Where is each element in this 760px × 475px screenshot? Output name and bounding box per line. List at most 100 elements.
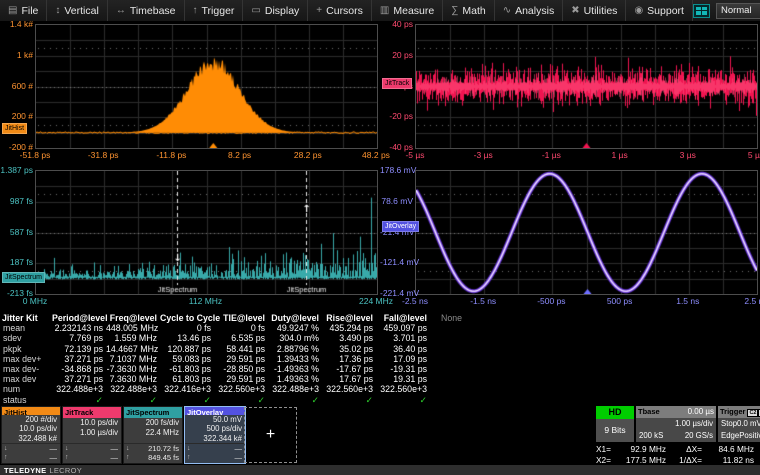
menu-item-trigger[interactable]: ↑ Trigger [185, 0, 244, 21]
cursor-up-value: ↑ — [2, 453, 60, 462]
measure-value: ✓ [149, 394, 157, 405]
measure-value: 3.490 ps [339, 333, 373, 344]
descriptor-line: 50.0 mV [212, 414, 242, 424]
jittrack-x-label: -3 µs [473, 150, 493, 160]
descriptor-jitspectrum[interactable]: JitSpectrum 200 fs/div 22.4 MHz ↓ 210.72 fs ↑… [123, 406, 183, 464]
jitspectrum-y-label: -213 fs [7, 288, 33, 298]
jithist-trace-badge[interactable]: JitHist [2, 123, 28, 135]
timebase-box[interactable]: Tbase 0.00 µs 1.00 µs/div 200 kS 20 GS/s [636, 406, 716, 442]
jithist-y-label: 200 # [11, 111, 33, 122]
measure-value: -1.49363 % [274, 364, 319, 375]
menu-item-measure[interactable]: ▥ Measure [372, 0, 444, 21]
jitspectrum-y-label: 1.387 ps [0, 165, 33, 175]
measure-value: 322.488e+3 [56, 384, 103, 395]
grid-mode-icon[interactable] [692, 3, 710, 18]
descriptor-line: 22.4 MHz [145, 427, 179, 437]
down-arrow-icon: ↓ [4, 445, 8, 452]
jithist-y-label: -200 # [8, 142, 33, 152]
measure-value: 17.67 ps [339, 374, 373, 385]
column-header: Duty@level [271, 313, 319, 323]
menu-item-timebase[interactable]: ↔ Timebase [108, 0, 185, 21]
file-menu-icon: ▤ [8, 5, 18, 16]
jithist-waveform[interactable] [35, 24, 378, 149]
plot-jithist: 1.4 k# 1 k# 600 # 200 # -200 # -51.8 ps -31.8 … [0, 19, 390, 168]
timebase-rate: 20 GS/s [684, 430, 713, 440]
menu-item-file[interactable]: ▤ File [0, 0, 48, 21]
analysis-menu-icon: ∿ [502, 5, 512, 16]
descriptor-cursors: ↓ — ↑ — [63, 443, 121, 463]
measure-value: 322.488e+3 [110, 384, 157, 395]
measure-value: 448.005 MHz [106, 323, 159, 334]
menu-item-label: Utilities [583, 4, 618, 17]
jitspectrum-trace-badge[interactable]: JitSpectrum [2, 271, 45, 283]
column-header: Fall@level [383, 313, 427, 323]
menu-item-analysis[interactable]: ∿ Analysis [495, 0, 564, 21]
trigger-info-row: Stop 0.0 mV [718, 418, 760, 430]
measure-value: ✓ [365, 394, 373, 405]
trigger-row-left: Stop [721, 419, 738, 428]
menu-item-cursors[interactable]: + Cursors [308, 0, 372, 21]
jittrack-waveform[interactable] [415, 24, 758, 149]
row-label-mean: mean [3, 323, 26, 334]
measure-value-empty [430, 395, 476, 405]
jitoverlay-waveform[interactable] [415, 170, 758, 295]
jitoverlay-x-label: -2.5 ns [402, 296, 428, 306]
display-mode-dropdown[interactable]: Normal [715, 2, 760, 19]
measure-value: 322.560e+3 [380, 384, 427, 395]
jitspectrum-y-label: 187 fs [9, 257, 33, 268]
jitspectrum-y-label: 987 fs [9, 195, 33, 206]
descriptor-line: 200 fs/div [145, 418, 179, 427]
menu-item-support[interactable]: ◉ Support [626, 0, 693, 21]
jittrack-trace-badge[interactable]: JitTrack [382, 77, 413, 89]
column-header: Period@level [52, 313, 108, 323]
acquisition-hd-box[interactable]: HD 9 Bits [596, 406, 634, 442]
jittrack-x-label: 5 µs [747, 150, 760, 160]
measure-value: 19.31 ps [393, 374, 427, 385]
measure-value: 29.591 ps [226, 374, 265, 385]
descriptor-line: 1.00 µs/div [80, 427, 118, 437]
jitoverlay-trace-badge[interactable]: JitOverlay [382, 221, 420, 233]
measure-value: 17.09 ps [393, 353, 427, 364]
cursor-down-value: ↓ 210.72 fs [124, 444, 182, 453]
jitoverlay-x-label: -500 ps [537, 296, 566, 306]
cursor-down-value: ↓ — [185, 444, 245, 453]
jitoverlay-y-label: 78.6 mV [381, 195, 413, 206]
cursor-up-value: ↑ 849.45 fs [124, 453, 182, 462]
menu-item-math[interactable]: ∑ Math [443, 0, 495, 21]
descriptor-jittrack[interactable]: JitTrack 10.0 ps/div 1.00 µs/div ↓ — ↑ — [62, 406, 122, 464]
descriptor-jitoverlay[interactable]: JitOverlay 50.0 mV 500 ps/div 322.344 k# ↓ — ↑… [184, 406, 246, 464]
jitspectrum-waveform[interactable] [35, 170, 378, 295]
menu-item-display[interactable]: ▭ Display [243, 0, 309, 21]
jithist-x-label: 28.2 ps [293, 150, 322, 160]
trigger-menu-icon: ↑ [192, 5, 198, 16]
measure-value: 37.271 ps [64, 353, 103, 364]
jithist-x-label: -11.8 ps [156, 150, 187, 160]
down-arrow-icon: ↓ [65, 445, 69, 452]
menu-item-label: Analysis [515, 4, 555, 17]
jithist-x-label: -51.8 ps [19, 150, 51, 160]
row-label-maxdev: max dev [3, 374, 37, 385]
menu-item-label: Measure [393, 4, 435, 17]
menu-item-utilities[interactable]: ✖ Utilities [563, 0, 627, 21]
jithist-y-label: 600 # [11, 80, 33, 91]
column-header-none: None [440, 313, 463, 323]
timebase-samples: 200 kS [639, 430, 664, 440]
jithist-x-label: 8.2 ps [228, 150, 252, 160]
timebase-scale: 1.00 µs/div [675, 419, 713, 428]
measure-value: 29.591 ps [226, 353, 265, 364]
measure-value: 304.0 m% [279, 333, 319, 344]
measure-value: -61.803 ps [169, 364, 211, 375]
measure-value: 59.083 ps [172, 353, 211, 364]
menu-item-vertical[interactable]: ↕ Vertical [47, 0, 108, 21]
trigger-info-row: EdgePositive [718, 430, 760, 442]
cursor-value: — [234, 453, 243, 462]
measure-value: 322.560e+3 [326, 384, 373, 395]
measure-value: 14.4667 MHz [106, 343, 159, 354]
descriptor-jithist[interactable]: JitHist 200 #/div 10.0 ps/div 322.488 k# ↓ — ↑… [1, 406, 61, 464]
measure-value: 1.39433 % [276, 353, 319, 364]
jittrack-y-label: 20 ps [392, 49, 413, 60]
measure-value: 1.49363 % [276, 374, 319, 385]
add-trace-button[interactable]: + [244, 407, 297, 463]
trigger-row-left: Edge [721, 430, 740, 440]
